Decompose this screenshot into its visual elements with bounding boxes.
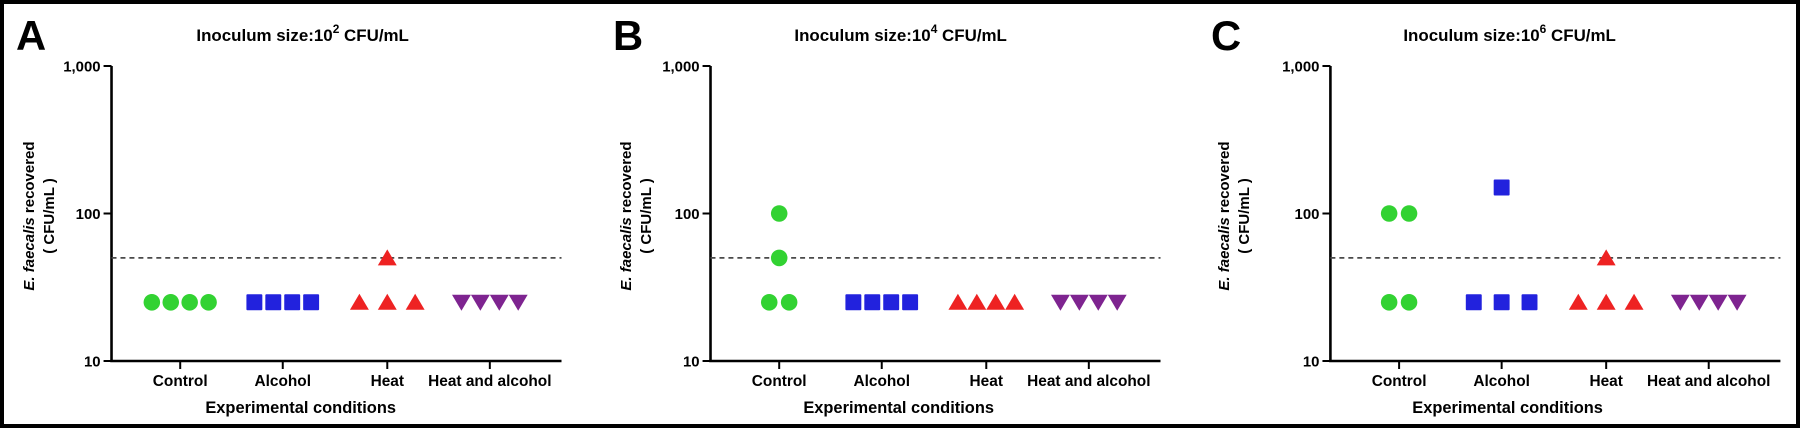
x-category-label: Control: [1371, 373, 1426, 390]
panel-b: B Inoculum size:104 CFU/mL 1,000 100 10 Contr…: [601, 4, 1198, 424]
y-axis-title: E. faecalis recovered: [1216, 141, 1233, 290]
data-point: [864, 294, 881, 311]
panel-letter: C: [1211, 12, 1241, 59]
data-point: [1070, 294, 1090, 311]
scatter-plot-b: B Inoculum size:104 CFU/mL 1,000 100 10 Contr…: [613, 12, 1161, 417]
data-point: [1493, 294, 1510, 311]
data-point: [1380, 294, 1398, 311]
scatter-plot-a: A Inoculum size:102 CFU/mL 1,000 100 10 Contr…: [16, 12, 562, 417]
y-axis-title-units: ( CFU/mL ): [41, 178, 58, 254]
data-point: [1521, 294, 1538, 311]
y-tick-label: 100: [675, 206, 700, 223]
x-category-label: Control: [752, 373, 807, 390]
data-point: [771, 205, 788, 222]
data-point: [1708, 294, 1728, 311]
data-point: [1400, 294, 1417, 311]
panel-title: Inoculum size:106 CFU/mL: [1403, 22, 1616, 45]
y-tick-label: 1,000: [63, 58, 100, 75]
panel-title: Inoculum size:102 CFU/mL: [196, 22, 409, 45]
y-axis-title-units: ( CFU/mL ): [1235, 178, 1252, 254]
y-tick-label: 100: [1294, 206, 1319, 223]
data-point: [405, 293, 425, 310]
panel-letter: A: [16, 12, 46, 59]
y-tick-label: 1,000: [1282, 58, 1319, 75]
data-point: [162, 294, 180, 311]
data-point: [1568, 293, 1588, 310]
y-axis-title-units: ( CFU/mL ): [638, 178, 655, 254]
panel-title: Inoculum size:104 CFU/mL: [795, 22, 1008, 45]
panel-a: A Inoculum size:102 CFU/mL 1,000 100 10 Contr…: [4, 4, 601, 424]
data-point: [1727, 294, 1747, 311]
data-point: [1689, 294, 1709, 311]
x-category-label: Alcohol: [854, 373, 911, 390]
y-tick-label: 10: [1303, 353, 1320, 370]
data-point: [1380, 205, 1398, 222]
data-point: [1108, 294, 1127, 311]
data-point: [265, 294, 282, 311]
data-point: [1005, 293, 1025, 310]
x-category-label: Alcohol: [1473, 373, 1530, 390]
data-point: [1051, 294, 1071, 311]
x-category-label: Heat and alcohol: [1647, 373, 1770, 390]
x-axis-title: Experimental conditions: [804, 399, 995, 417]
x-category-label: Heat and alcohol: [1027, 373, 1150, 390]
data-point: [967, 293, 987, 310]
y-tick-label: 10: [84, 353, 101, 370]
y-axis-title: E. faecalis recovered: [21, 141, 38, 290]
data-point: [845, 294, 862, 311]
data-point: [143, 294, 161, 311]
data-point: [1400, 205, 1417, 222]
data-point: [1089, 294, 1109, 311]
x-category-label: Heat and alcohol: [428, 373, 551, 390]
data-point: [181, 294, 198, 311]
data-point: [1493, 179, 1510, 196]
data-point: [948, 293, 968, 310]
data-point: [1465, 294, 1482, 311]
data-point: [781, 294, 798, 311]
x-axis-title: Experimental conditions: [1412, 399, 1603, 417]
x-category-label: Control: [153, 373, 208, 390]
data-point: [451, 294, 471, 311]
data-point: [470, 294, 490, 311]
y-axis-title: E. faecalis recovered: [618, 141, 635, 290]
data-point: [986, 293, 1006, 310]
x-axis-title: Experimental conditions: [205, 399, 396, 417]
data-point: [761, 294, 778, 311]
panel-c: C Inoculum size:106 CFU/mL 1,000 100 10 Contr…: [1199, 4, 1796, 424]
data-point: [489, 294, 509, 311]
y-tick-label: 10: [683, 353, 700, 370]
x-category-label: Alcohol: [254, 373, 311, 390]
data-point: [1596, 249, 1616, 266]
x-category-label: Heat: [970, 373, 1003, 390]
data-point: [377, 249, 397, 266]
x-category-label: Heat: [371, 373, 404, 390]
panel-letter: B: [613, 12, 643, 59]
data-point: [246, 294, 263, 311]
data-point: [377, 293, 397, 310]
data-point: [902, 294, 919, 311]
data-point: [1670, 294, 1690, 311]
data-point: [1624, 293, 1644, 310]
data-point: [303, 294, 320, 311]
scatter-plot-c: C Inoculum size:106 CFU/mL 1,000 100 10 Contr…: [1211, 12, 1781, 417]
x-category-label: Heat: [1589, 373, 1622, 390]
data-point: [200, 294, 217, 311]
data-point: [1596, 293, 1616, 310]
data-point: [349, 293, 369, 310]
y-tick-label: 100: [76, 206, 101, 223]
data-point: [883, 294, 900, 311]
data-point: [508, 294, 528, 311]
data-point: [771, 249, 788, 267]
data-point: [284, 294, 301, 311]
y-tick-label: 1,000: [663, 58, 700, 75]
